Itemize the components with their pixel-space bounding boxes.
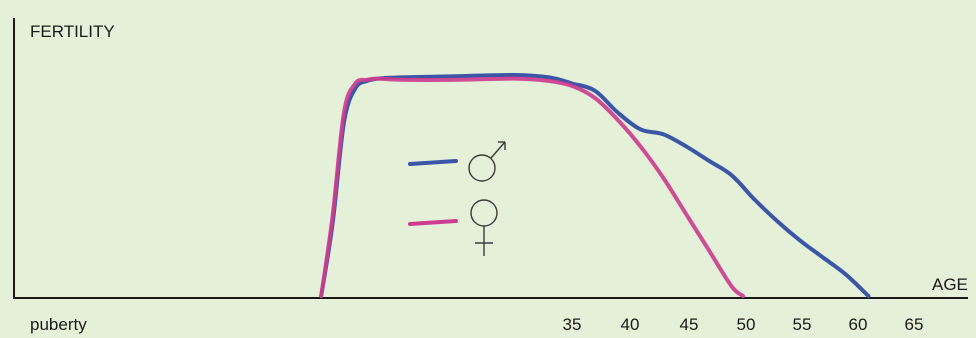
legend-swatch-male xyxy=(408,159,458,166)
x-tick-label: 65 xyxy=(905,315,924,334)
series-line-female xyxy=(319,76,745,298)
legend xyxy=(408,141,506,256)
x-tick-label: 60 xyxy=(849,315,868,334)
x-axis-label: AGE xyxy=(932,275,968,294)
x-tick-label: 40 xyxy=(621,315,640,334)
x-tick-label: 45 xyxy=(680,315,699,334)
female-symbol-icon xyxy=(470,199,498,256)
x-tick-labels: puberty 35 40 45 50 55 60 65 xyxy=(30,315,923,334)
x-tick-label: puberty xyxy=(30,315,87,334)
series-line-male xyxy=(319,72,871,298)
male-symbol-icon xyxy=(468,141,506,182)
legend-swatch-female xyxy=(408,219,458,226)
x-tick-label: 35 xyxy=(563,315,582,334)
y-axis-label: FERTILITY xyxy=(30,22,115,41)
x-tick-label: 50 xyxy=(737,315,756,334)
x-tick-label: 55 xyxy=(793,315,812,334)
series-layer xyxy=(319,72,871,298)
